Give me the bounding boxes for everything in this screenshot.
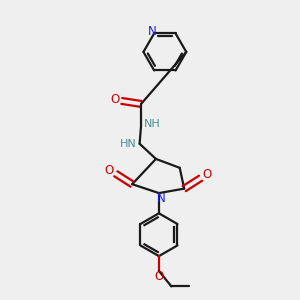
Text: O: O <box>111 93 120 106</box>
Text: O: O <box>154 270 164 283</box>
Text: O: O <box>105 164 114 177</box>
Text: N: N <box>148 26 157 38</box>
Text: N: N <box>157 192 166 205</box>
Text: NH: NH <box>144 119 161 129</box>
Text: HN: HN <box>120 139 137 149</box>
Text: O: O <box>202 168 212 181</box>
